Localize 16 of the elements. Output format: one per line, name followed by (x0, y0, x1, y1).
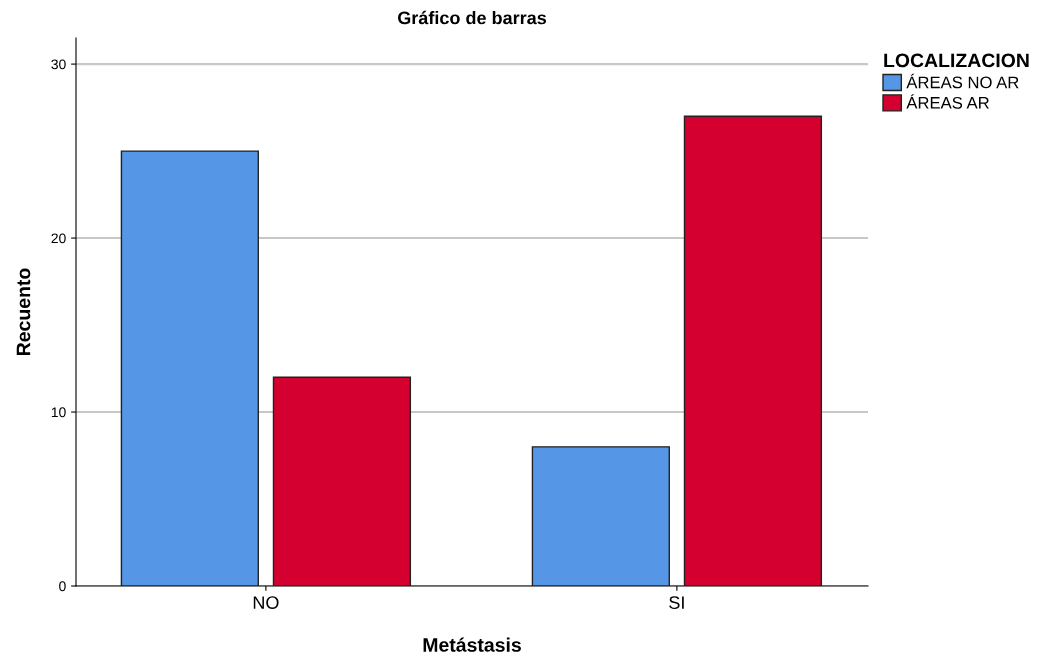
y-tick-label: 0 (59, 581, 66, 592)
y-tick-label: 30 (51, 59, 66, 70)
legend-title: LOCALIZACION (884, 53, 1029, 68)
bar (683, 115, 823, 586)
y-tick-label: 10 (51, 407, 66, 418)
legend-label: ÁREAS NO AR (906, 73, 1019, 89)
x-tick-label: NO (253, 596, 279, 609)
y-axis-title: Recuento (16, 268, 31, 355)
legend-label: ÁREAS AR (906, 94, 989, 109)
y-tick-label: 20 (51, 233, 66, 244)
x-axis-title: Metástasis (423, 637, 521, 652)
bar (272, 376, 412, 586)
chart-title: Gráfico de barras (397, 10, 547, 25)
bar (120, 150, 259, 586)
x-tick-label: SI (669, 596, 684, 609)
bar (531, 446, 670, 586)
